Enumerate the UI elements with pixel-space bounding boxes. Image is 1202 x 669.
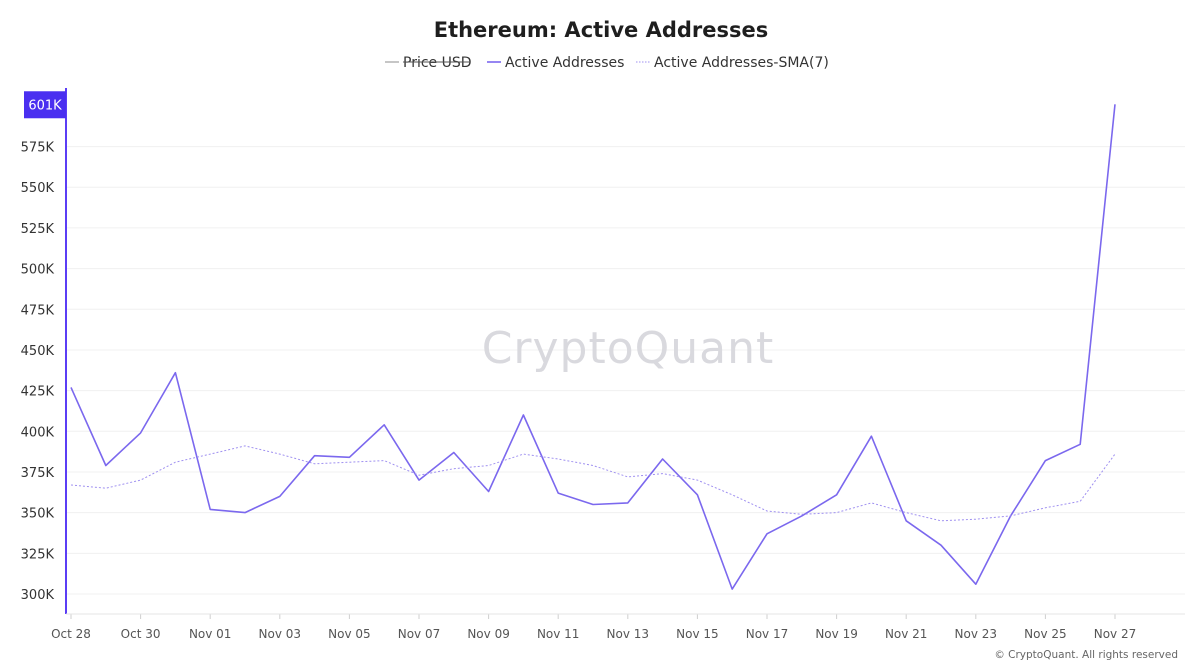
chart-title: Ethereum: Active Addresses [434, 18, 769, 42]
y-tick-label: 325K [21, 547, 55, 562]
footer-copyright: © CryptoQuant. All rights reserved [994, 649, 1178, 661]
legend-item-price[interactable]: Price USD [385, 55, 472, 71]
y-tick-label: 575K [21, 141, 55, 156]
x-tick-label: Nov 13 [607, 627, 650, 641]
y-tick-label: 300K [21, 588, 55, 603]
y-axis-ticks: 300K 325K 350K 375K 400K 425K 450K 475K 500K 525K… [21, 141, 55, 603]
grid [66, 146, 1185, 595]
x-tick-label: Oct 28 [51, 627, 91, 641]
y-tick-label: 500K [21, 263, 55, 278]
y-tick-label: 425K [21, 385, 55, 400]
x-tick-label: Nov 07 [398, 627, 441, 641]
y-tick-label: 350K [21, 507, 55, 522]
current-value-badge: 601K [24, 91, 66, 119]
series-line-sma [70, 445, 1116, 522]
x-tick-label: Nov 17 [746, 627, 789, 641]
x-tick-label: Nov 23 [955, 627, 998, 641]
legend-label-sma: Active Addresses-SMA(7) [654, 55, 829, 71]
x-tick-label: Nov 21 [885, 627, 928, 641]
current-value-badge-bg [24, 91, 66, 119]
y-tick-label: 525K [21, 222, 55, 237]
series [70, 104, 1116, 590]
legend-item-active-addresses[interactable]: Active Addresses [487, 55, 624, 71]
watermark: CryptoQuant [482, 323, 775, 374]
x-tick-label: Nov 19 [815, 627, 858, 641]
legend-label-active-addresses: Active Addresses [505, 55, 624, 71]
x-tick-label: Nov 27 [1094, 627, 1137, 641]
x-tick-label: Oct 30 [121, 627, 161, 641]
legend: Price USD Active Addresses Active Addres… [385, 55, 829, 71]
legend-item-sma[interactable]: Active Addresses-SMA(7) [636, 55, 829, 71]
y-tick-label: 550K [21, 181, 55, 196]
x-tick-label: Nov 15 [676, 627, 719, 641]
series-line-active-addresses [70, 104, 1116, 590]
x-tick-label: Nov 25 [1024, 627, 1067, 641]
current-value-badge-label: 601K [28, 98, 62, 113]
x-tick-label: Nov 11 [537, 627, 580, 641]
x-tick-label: Nov 01 [189, 627, 232, 641]
y-tick-label: 375K [21, 466, 55, 481]
legend-label-price: Price USD [403, 55, 472, 71]
y-tick-label: 400K [21, 425, 55, 440]
x-tick-label: Nov 09 [467, 627, 510, 641]
x-axis-ticks: Oct 28 Oct 30 Nov 01 Nov 03 Nov 05 Nov 07 Nov … [51, 614, 1136, 641]
y-tick-label: 475K [21, 303, 55, 318]
y-tick-label: 450K [21, 344, 55, 359]
x-tick-label: Nov 05 [328, 627, 371, 641]
x-tick-label: Nov 03 [259, 627, 302, 641]
